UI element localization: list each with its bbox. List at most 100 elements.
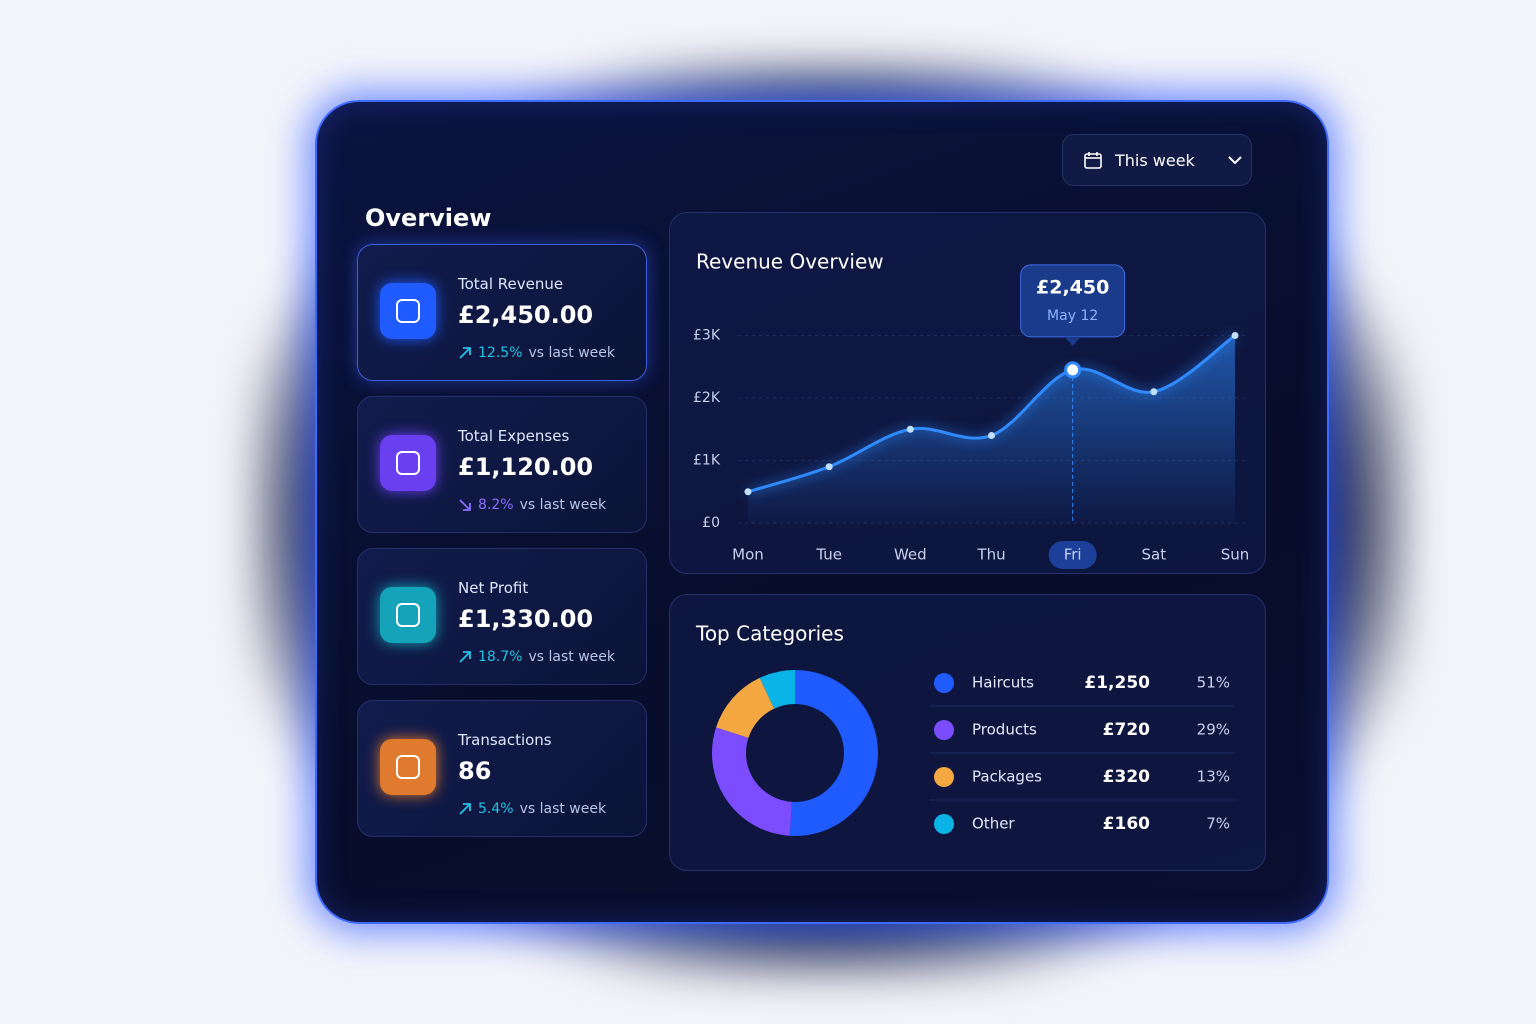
range-label: This week xyxy=(1115,150,1195,170)
tooltip-date: May 12 xyxy=(1047,308,1098,324)
categories-title: Top Categories xyxy=(695,622,844,646)
legend-amount: £160 xyxy=(1103,814,1150,834)
y-tick-label: £3K xyxy=(693,328,721,344)
legend-dot xyxy=(934,814,954,834)
stat-card: Total Revenue £2,450.00 12.5% vs last week xyxy=(357,244,647,381)
icon-glyph xyxy=(396,451,420,475)
stat-change: 12.5% vs last week xyxy=(458,345,615,361)
x-tick-label: Thu xyxy=(976,546,1005,564)
icon-outline xyxy=(396,451,420,475)
legend-share: 51% xyxy=(1197,674,1230,692)
change-value: 5.4% xyxy=(478,801,514,817)
change-note: vs last week xyxy=(519,801,607,817)
icon-glyph xyxy=(396,603,420,627)
trend-arrow xyxy=(459,347,471,359)
change-value: 8.2% xyxy=(478,497,514,513)
revenue-chart: Revenue Overview £0 £1K £2K £3K Mon Tue Wed Thu… xyxy=(693,250,1250,569)
revenue-area xyxy=(748,335,1235,523)
arrow-path xyxy=(459,803,471,815)
data-point xyxy=(825,463,833,471)
stat-icon xyxy=(380,587,436,643)
stat-change: 18.7% vs last week xyxy=(458,649,615,665)
donut-segment xyxy=(789,670,878,836)
stat-icon xyxy=(380,739,436,795)
stat-card: Total Expenses £1,120.00 8.2% vs last week xyxy=(357,396,647,533)
legend-share: 29% xyxy=(1197,721,1230,739)
legend-dot xyxy=(934,720,954,740)
stat-change: 5.4% vs last week xyxy=(458,801,606,817)
chart-title: Revenue Overview xyxy=(696,250,884,274)
data-point xyxy=(988,432,995,439)
trend-arrow xyxy=(459,651,471,663)
x-tick-label: Tue xyxy=(815,546,842,564)
stat-value: £2,450.00 xyxy=(458,301,594,329)
y-tick-label: £0 xyxy=(702,515,720,531)
stat-value: 86 xyxy=(458,757,492,785)
change-note: vs last week xyxy=(528,649,615,665)
change-note: vs last week xyxy=(519,497,607,513)
legend-amount: £320 xyxy=(1103,767,1150,787)
legend-dot xyxy=(934,767,954,787)
data-point xyxy=(1150,388,1158,396)
icon-outline xyxy=(396,299,420,323)
revenue-card: Revenue Overview £0 £1K £2K £3K Mon Tue Wed Thu… xyxy=(669,212,1266,574)
chevron-icon xyxy=(1228,156,1242,165)
donut-segment xyxy=(759,670,796,709)
x-tick-label: Sun xyxy=(1221,546,1250,564)
x-tick-label: Fri xyxy=(1064,546,1082,564)
stat-value: £1,330.00 xyxy=(458,605,594,633)
x-tick-label: Mon xyxy=(732,546,764,564)
x-tick-label: Wed xyxy=(894,546,927,564)
legend-name: Haircuts xyxy=(972,674,1034,692)
stat-change: 8.2% vs last week xyxy=(458,497,606,513)
stat-label: Net Profit xyxy=(458,579,529,597)
categories-card: Top Categories Haircuts £1,250 51% Products… xyxy=(669,594,1266,871)
legend-amount: £720 xyxy=(1103,720,1150,740)
range-dropdown[interactable]: This week xyxy=(1062,134,1252,186)
arrow-path xyxy=(459,651,471,663)
trend-arrow xyxy=(459,803,471,815)
calendar-icon xyxy=(1084,152,1102,169)
stat-label: Transactions xyxy=(458,731,552,749)
donut-segment xyxy=(712,727,793,836)
stat-value: £1,120.00 xyxy=(458,453,594,481)
arrow-path xyxy=(459,347,471,359)
legend-name: Products xyxy=(972,721,1037,739)
icon-glyph xyxy=(396,755,420,779)
icon-outline xyxy=(396,755,420,779)
stat-label: Total Revenue xyxy=(458,275,564,293)
categories-chart: Top Categories Haircuts £1,250 51% Products… xyxy=(695,622,1235,836)
donut-segment xyxy=(716,677,775,739)
highlight-point xyxy=(1064,361,1082,379)
dashboard-panel: Overview This week Total Revenue £2,450.0… xyxy=(315,100,1329,924)
legend-share: 13% xyxy=(1197,768,1230,786)
legend-dot xyxy=(934,673,954,693)
change-value: 12.5% xyxy=(478,345,523,361)
data-point xyxy=(906,425,914,433)
icon-glyph xyxy=(396,299,420,323)
legend-amount: £1,250 xyxy=(1084,673,1150,693)
stat-card: Net Profit £1,330.00 18.7% vs last week xyxy=(357,548,647,685)
x-tick-label: Sat xyxy=(1142,546,1167,564)
legend-name: Other xyxy=(972,815,1015,833)
stat-icon xyxy=(380,435,436,491)
legend-share: 7% xyxy=(1206,815,1230,833)
data-point xyxy=(744,488,752,496)
change-value: 18.7% xyxy=(478,649,523,665)
stat-icon xyxy=(380,283,436,339)
change-note: vs last week xyxy=(528,345,615,361)
tooltip-pointer xyxy=(1064,336,1081,346)
trend-arrow xyxy=(459,499,471,511)
y-tick-label: £2K xyxy=(693,390,721,406)
overview-title: Overview xyxy=(365,204,492,232)
icon-outline xyxy=(396,603,420,627)
stat-card: Transactions 86 5.4% vs last week xyxy=(357,700,647,837)
stat-label: Total Expenses xyxy=(458,427,570,445)
arrow-path xyxy=(459,499,471,511)
tooltip-value: £2,450 xyxy=(1036,276,1109,298)
data-point xyxy=(1231,332,1239,339)
y-tick-label: £1K xyxy=(693,453,721,469)
selected-day-pill xyxy=(1048,541,1097,569)
legend-name: Packages xyxy=(972,768,1042,786)
